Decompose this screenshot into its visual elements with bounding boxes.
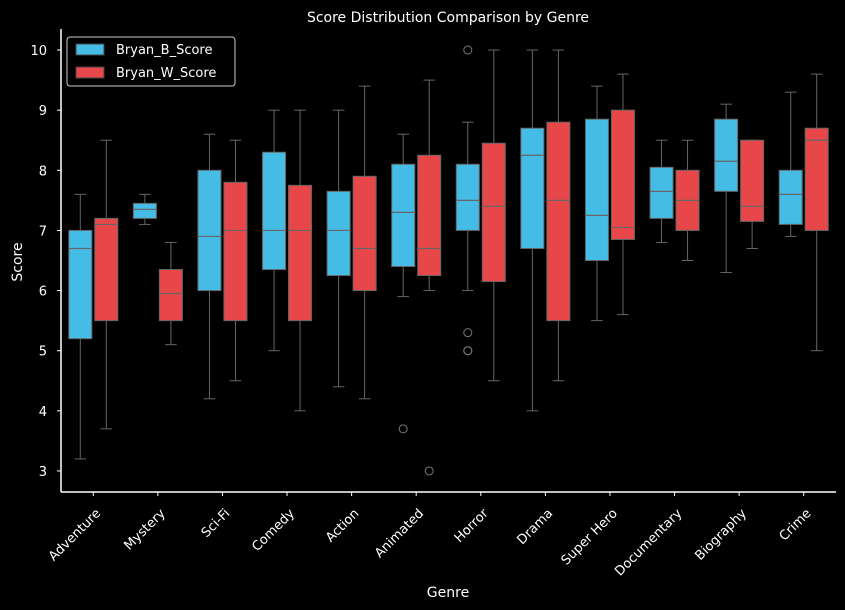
x-tick-label: Biography [693, 506, 751, 564]
box-bryan-w-horror [481, 49, 506, 382]
y-tick-label: 8 [39, 164, 47, 179]
iqr-box [158, 269, 183, 322]
iqr-box [804, 127, 829, 231]
legend-frame [66, 36, 236, 87]
iqr-box [546, 121, 571, 322]
box-bryan-w-action [352, 85, 377, 400]
outlier-point [424, 466, 434, 476]
outlier-point [398, 424, 408, 434]
outlier-point [463, 328, 473, 338]
x-axis-label: Genre [427, 585, 469, 601]
x-tick-label: Adventure [46, 506, 104, 564]
chart-title: Score Distribution Comparison by Genre [307, 10, 589, 26]
box-bryan-w-mystery [158, 241, 183, 346]
x-axis-ticks: Adventure Mystery Sci-Fi Comedy Action Animat… [46, 492, 815, 579]
x-tick-label: Documentary [612, 506, 685, 579]
legend-label-bryan-b: Bryan_B_Score [116, 43, 213, 58]
box-bryan-w-comedy [288, 109, 313, 412]
legend-swatch-bryan-b [75, 43, 105, 56]
legend-label-bryan-w: Bryan_W_Score [116, 66, 216, 81]
box-bryan-w-sci-fi [223, 139, 248, 382]
y-axis-ticks: 3 4 5 6 7 8 9 10 [30, 44, 61, 480]
box-bryan-w-animated [417, 79, 442, 476]
iqr-box [778, 169, 803, 225]
y-tick-label: 5 [39, 345, 47, 360]
y-tick-label: 9 [39, 104, 47, 119]
x-tick-label: Animated [372, 506, 427, 561]
y-tick-label: 7 [39, 224, 47, 239]
box-bryan-b-sci-fi [197, 133, 222, 400]
box-bryan-w-biography [740, 139, 765, 249]
y-tick-label: 4 [39, 405, 47, 420]
box-bryan-b-documentary [649, 139, 674, 243]
x-tick-label: Crime [777, 506, 815, 544]
iqr-box [288, 184, 313, 322]
x-tick-label: Action [323, 506, 362, 545]
iqr-box [455, 163, 480, 231]
iqr-box [649, 166, 674, 219]
plot-area [68, 45, 829, 476]
box-bryan-b-comedy [262, 109, 287, 352]
iqr-box [584, 118, 609, 261]
iqr-box [391, 163, 416, 268]
x-tick-label: Horror [452, 506, 492, 546]
iqr-box [94, 217, 119, 322]
box-bryan-w-crime [804, 73, 829, 352]
box-bryan-b-drama [520, 49, 545, 412]
iqr-box [326, 190, 351, 277]
legend-swatch-bryan-w [75, 66, 105, 79]
x-tick-label: Super Hero [559, 506, 621, 568]
box-bryan-b-mystery [132, 193, 157, 225]
y-tick-label: 10 [30, 44, 47, 59]
iqr-box [610, 109, 635, 240]
box-bryan-b-biography [714, 103, 739, 274]
box-bryan-b-horror [455, 45, 480, 356]
outlier-point [463, 45, 473, 55]
iqr-box [197, 169, 222, 292]
iqr-box [223, 181, 248, 322]
iqr-box [68, 229, 93, 340]
iqr-box [740, 139, 765, 222]
y-tick-label: 6 [39, 285, 47, 300]
iqr-box [714, 118, 739, 192]
x-tick-label: Sci-Fi [199, 506, 234, 541]
iqr-box [520, 127, 545, 249]
x-tick-label: Mystery [121, 506, 168, 553]
box-bryan-b-animated [391, 133, 416, 434]
box-bryan-b-action [326, 109, 351, 388]
box-bryan-b-super-hero [584, 85, 609, 322]
box-bryan-b-crime [778, 91, 803, 237]
box-bryan-w-super-hero [610, 73, 635, 316]
iqr-box [262, 151, 287, 271]
iqr-box [417, 154, 442, 277]
iqr-box [352, 175, 377, 292]
iqr-box [481, 142, 506, 283]
x-tick-label: Comedy [249, 506, 298, 555]
outlier-point [463, 346, 473, 356]
box-bryan-w-adventure [94, 139, 119, 430]
box-bryan-b-adventure [68, 193, 93, 460]
x-tick-label: Drama [515, 506, 557, 548]
box-bryan-w-drama [546, 49, 571, 382]
legend: Bryan_B_Score Bryan_W_Score [66, 36, 236, 87]
y-tick-label: 3 [39, 465, 47, 480]
iqr-box [132, 202, 157, 219]
box-bryan-w-documentary [675, 139, 700, 261]
y-axis-label: Score [10, 242, 26, 281]
